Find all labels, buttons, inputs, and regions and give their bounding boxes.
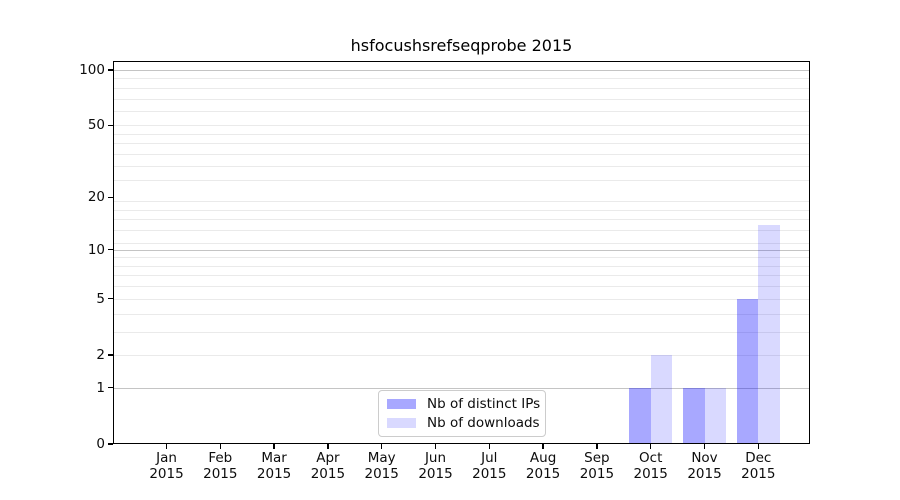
x-tick xyxy=(381,444,383,449)
y-tick-label: 100 xyxy=(79,61,105,78)
y-tick xyxy=(108,298,113,300)
gridline-minor xyxy=(113,133,810,135)
gridline-minor xyxy=(113,143,810,145)
x-tick-label: Oct 2015 xyxy=(619,450,683,482)
y-tick-label: 10 xyxy=(87,241,105,258)
gridline-major xyxy=(113,69,810,71)
y-tick xyxy=(108,124,113,126)
gridline-minor xyxy=(113,219,810,221)
x-tick xyxy=(596,444,598,449)
bar-downloads xyxy=(650,354,673,444)
x-tick-label: Mar 2015 xyxy=(242,450,306,482)
x-tick xyxy=(434,444,437,449)
x-tick-year: 2015 xyxy=(472,465,507,482)
x-tick-year: 2015 xyxy=(525,465,561,482)
x-tick-year: 2015 xyxy=(256,465,292,482)
gridline-minor xyxy=(113,98,810,100)
legend-label-distinct-ips: Nb of distinct IPs xyxy=(427,396,541,412)
x-tick-year: 2015 xyxy=(418,465,453,482)
x-tick-label: Nov 2015 xyxy=(673,450,737,482)
x-tick xyxy=(327,444,329,449)
bar-distinct-ips xyxy=(683,387,705,444)
x-tick-label: Aug 2015 xyxy=(511,450,575,482)
x-tick-label: Apr 2015 xyxy=(296,450,360,482)
plot-area xyxy=(113,61,810,444)
y-tick-label: 5 xyxy=(96,290,105,307)
x-tick-label: Dec 2015 xyxy=(726,450,790,482)
y-tick xyxy=(108,249,113,251)
x-tick-label: Feb 2015 xyxy=(188,450,252,482)
y-tick-label: 0 xyxy=(96,436,105,452)
gridline-minor xyxy=(113,242,810,244)
y-tick xyxy=(108,443,113,445)
x-tick-year: 2015 xyxy=(364,465,399,482)
bar-downloads xyxy=(758,224,780,444)
x-tick-year: 2015 xyxy=(310,465,346,482)
bar-distinct-ips xyxy=(629,387,651,444)
gridline-minor xyxy=(113,87,810,89)
y-tick xyxy=(108,69,113,71)
gridline-minor xyxy=(113,110,810,112)
x-tick xyxy=(488,444,490,449)
gridline-minor xyxy=(113,125,810,127)
x-tick-label: May 2015 xyxy=(350,450,414,482)
legend-item-downloads: Nb of downloads xyxy=(387,415,540,431)
legend-label-downloads: Nb of downloads xyxy=(427,415,540,431)
bar-distinct-ips xyxy=(736,298,759,444)
legend-swatch-downloads xyxy=(387,418,416,428)
y-tick-label: 1 xyxy=(96,379,105,396)
gridline-minor xyxy=(113,257,810,259)
y-tick xyxy=(108,387,113,389)
gridline-major xyxy=(113,387,810,389)
legend-swatch-distinct-ips xyxy=(387,399,416,409)
gridline-minor xyxy=(113,331,810,333)
y-tick-label: 2 xyxy=(96,346,105,363)
y-tick-label: 50 xyxy=(87,117,105,134)
x-tick xyxy=(650,444,652,449)
x-tick-year: 2015 xyxy=(149,465,184,482)
x-tick-label: Jun 2015 xyxy=(404,450,468,482)
gridline-minor xyxy=(113,275,810,277)
gridline-minor xyxy=(113,354,810,356)
x-tick-label: Sep 2015 xyxy=(565,450,629,482)
gridline-minor xyxy=(113,179,810,181)
gridline-minor xyxy=(113,230,810,232)
y-tick xyxy=(108,196,113,198)
legend: Nb of distinct IPs Nb of downloads xyxy=(378,390,546,437)
x-tick-year: 2015 xyxy=(687,465,722,482)
gridline-major xyxy=(113,249,810,251)
gridline-minor xyxy=(113,313,810,315)
x-tick-label: Jul 2015 xyxy=(457,450,521,482)
x-tick xyxy=(703,444,706,449)
x-tick xyxy=(165,444,168,449)
gridline-minor xyxy=(113,209,810,211)
x-tick-year: 2015 xyxy=(741,465,776,482)
x-tick-label: Jan 2015 xyxy=(135,450,199,482)
x-tick xyxy=(273,444,275,449)
x-tick-year: 2015 xyxy=(633,465,668,482)
x-tick xyxy=(757,444,759,449)
gridline-minor xyxy=(113,286,810,288)
legend-item-distinct-ips: Nb of distinct IPs xyxy=(387,396,541,412)
bar-downloads xyxy=(704,387,726,444)
x-tick xyxy=(542,444,544,449)
gridline-minor xyxy=(113,153,810,155)
y-tick-label: 20 xyxy=(87,189,105,206)
gridline-minor xyxy=(113,201,810,203)
gridline-minor xyxy=(113,298,810,300)
chart-title: hsfocushsrefseqprobe 2015 xyxy=(350,36,573,55)
x-tick xyxy=(219,444,221,449)
x-tick-year: 2015 xyxy=(579,465,615,482)
gridline-minor xyxy=(113,78,810,80)
gridline-minor xyxy=(113,265,810,267)
gridline-minor xyxy=(113,165,810,167)
x-tick-year: 2015 xyxy=(203,465,238,482)
y-tick xyxy=(108,354,113,356)
